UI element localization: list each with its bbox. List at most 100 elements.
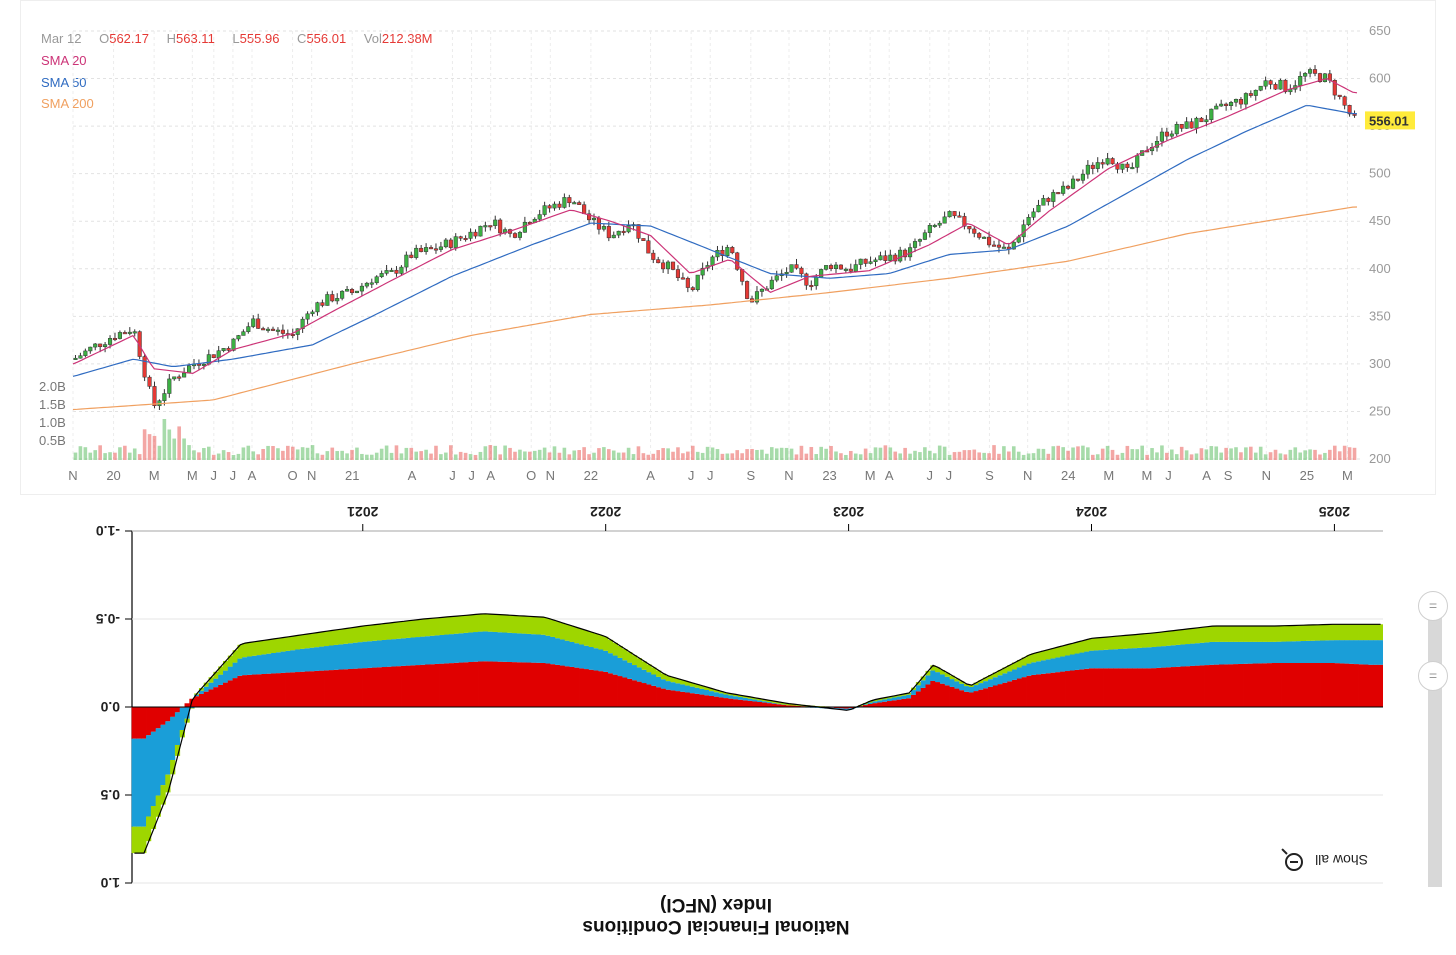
nfci-area-bar — [1026, 663, 1032, 676]
nfci-area-bar — [1166, 645, 1172, 668]
nfci-area-bar — [328, 670, 335, 707]
nfci-area-bar — [877, 702, 883, 707]
candle-body — [132, 331, 137, 334]
candle-body — [675, 269, 681, 278]
nfci-area-bar — [920, 680, 926, 688]
nfci-area-bar — [227, 666, 234, 681]
nfci-area-bar — [309, 633, 315, 648]
candle-body — [868, 261, 873, 264]
nfci-area-bar — [1214, 664, 1220, 707]
ohlc-date: Mar 12 — [41, 31, 82, 46]
nfci-area-bar — [1281, 663, 1287, 707]
volume-bar — [1061, 447, 1065, 460]
nfci-area-bar — [559, 665, 566, 707]
volume-bar — [947, 454, 952, 460]
nfci-area-bar — [376, 640, 383, 668]
nfci-area-bar — [1103, 668, 1109, 707]
nfci-area-bar — [1238, 626, 1244, 642]
volume-bar — [928, 450, 932, 460]
nfci-area-bar — [1175, 666, 1181, 707]
candle-body — [468, 231, 473, 239]
nfci-area-bar — [1339, 624, 1345, 641]
nfci-area-bar — [1339, 640, 1345, 664]
nfci-area-bar — [540, 617, 546, 635]
nfci-area-bar — [189, 708, 195, 709]
nfci-area-bar — [218, 674, 224, 685]
volume-bar — [197, 452, 201, 460]
candle-body — [1031, 211, 1036, 218]
zoom-out-icon[interactable] — [1285, 853, 1303, 871]
price-chart[interactable]: Mar 12 O562.17 H563.11 L555.96 C556.01 V… — [20, 0, 1436, 495]
nfci-area-bar — [1151, 646, 1157, 669]
volume-bar — [1031, 453, 1036, 460]
candle-body — [236, 335, 241, 340]
nfci-area-bar — [300, 648, 306, 672]
volume-bar — [532, 450, 537, 460]
volume-bar — [488, 445, 493, 460]
x-tick-label: J — [230, 468, 237, 483]
volume-bar — [483, 446, 488, 460]
nfci-area-bar — [1089, 638, 1095, 651]
candle-body — [1308, 69, 1313, 74]
nfci-area-bar — [1175, 644, 1181, 667]
scroll-handle-top[interactable]: = — [1418, 661, 1448, 691]
candle-body — [833, 264, 839, 269]
nfci-area-bar — [1223, 664, 1230, 707]
nfci-scrollbar[interactable]: = = — [1418, 591, 1448, 887]
nfci-area-bar — [1204, 626, 1210, 643]
scroll-handle-bottom[interactable]: = — [1418, 591, 1448, 621]
nfci-area-bar — [699, 685, 705, 689]
volume-bar — [720, 453, 725, 460]
volume-bar — [1021, 454, 1026, 460]
candle-body — [952, 211, 957, 217]
nfci-area-bar — [1315, 640, 1321, 663]
nfci-area-bar — [761, 701, 768, 703]
volume-bar — [888, 447, 893, 460]
nfci-area-bar — [1108, 636, 1114, 650]
candle-body — [789, 264, 794, 273]
nfci-area-bar — [862, 704, 869, 706]
nfci-area-bar — [463, 632, 469, 663]
nfci-area-bar — [526, 616, 532, 634]
show-all-button[interactable]: Show all — [1315, 852, 1368, 868]
nfci-area-bar — [569, 641, 575, 667]
nfci-area-bar — [213, 687, 219, 707]
nfci-area-bar — [1219, 641, 1225, 665]
nfci-area-bar — [1334, 640, 1340, 664]
nfci-area-bar — [453, 662, 460, 707]
nfci-area-bar — [1036, 674, 1042, 707]
nfci-area-bar — [261, 654, 267, 674]
candle-body — [1233, 98, 1239, 103]
volume-bar — [226, 452, 231, 460]
nfci-area-bar — [256, 641, 262, 656]
nfci-area-bar — [1267, 641, 1273, 664]
nfci-area-bar — [1026, 675, 1032, 707]
volume-bar — [1051, 446, 1056, 460]
volume-bar — [409, 447, 414, 460]
volume-bar — [982, 452, 986, 460]
nfci-area-bar — [506, 632, 513, 662]
nfci-area-bar — [646, 672, 652, 685]
volume-bar — [1016, 451, 1021, 460]
nfci-area-bar — [737, 695, 744, 698]
candle-body — [804, 273, 809, 286]
volume-bar — [310, 445, 315, 460]
x-tick-label: A — [486, 468, 495, 483]
volume-bar — [1140, 445, 1144, 460]
candle-body — [1046, 198, 1051, 202]
nfci-area-bar — [482, 661, 489, 707]
candle-body — [730, 247, 735, 254]
nfci-area-bar — [757, 700, 763, 702]
nfci-area-bar — [1060, 671, 1066, 707]
volume-bar — [1150, 448, 1154, 460]
candle-body — [1169, 133, 1174, 137]
nfci-area-bar — [396, 666, 402, 707]
volume-bar — [320, 454, 325, 460]
y-tick-label: 350 — [1369, 308, 1391, 323]
volume-bar — [1086, 447, 1090, 460]
nfci-area-bar — [535, 662, 541, 707]
candle-body — [330, 294, 335, 302]
nfci-area-bar — [425, 664, 431, 707]
candle-body — [567, 197, 572, 204]
nfci-area-bar — [795, 705, 801, 707]
